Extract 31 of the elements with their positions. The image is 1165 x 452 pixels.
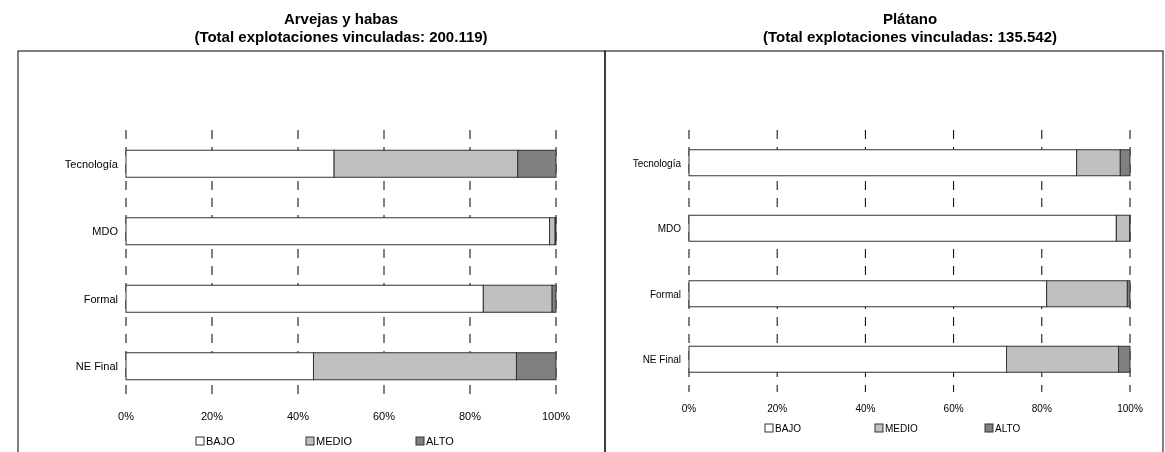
y-tick-label: MDO bbox=[657, 223, 682, 235]
y-tick-label: NE Final bbox=[75, 360, 118, 373]
legend-label: BAJO bbox=[206, 435, 236, 447]
x-tick-label: 20% bbox=[200, 410, 224, 422]
legend-label: BAJO bbox=[775, 423, 802, 434]
chart-title: Plátano bbox=[882, 10, 938, 27]
chart-subtitle: (Total explotaciones vinculadas: 135.542) bbox=[763, 28, 1057, 45]
bar bbox=[125, 217, 551, 246]
x-tick-label: 0% bbox=[681, 403, 697, 414]
chart-title: Arvejas y habas bbox=[283, 10, 399, 27]
x-tick-label: 40% bbox=[855, 403, 876, 414]
x-tick-label: 40% bbox=[286, 410, 310, 422]
x-tick-label: 100% bbox=[541, 410, 571, 422]
x-tick-label: 100% bbox=[1117, 403, 1143, 414]
x-tick-label: 60% bbox=[372, 410, 396, 422]
y-tick-label: MDO bbox=[92, 225, 119, 238]
y-tick-label: NE Final bbox=[642, 354, 681, 366]
y-tick-label: Formal bbox=[83, 292, 118, 305]
legend-label: ALTO bbox=[995, 423, 1021, 434]
y-tick-label: Tecnología bbox=[632, 157, 682, 169]
x-tick-label: 0% bbox=[118, 410, 135, 422]
chart-subtitle: (Total explotaciones vinculadas: 200.119) bbox=[194, 28, 488, 45]
legend-label: MEDIO bbox=[885, 423, 918, 434]
x-tick-label: 80% bbox=[458, 410, 482, 422]
x-tick-label: 60% bbox=[943, 403, 964, 414]
legend-label: ALTO bbox=[426, 435, 455, 447]
x-tick-label: 20% bbox=[767, 403, 788, 414]
y-tick-label: Formal bbox=[649, 288, 681, 300]
legend-label: MEDIO bbox=[316, 435, 353, 447]
x-tick-label: 80% bbox=[1031, 403, 1052, 414]
y-tick-label: Tecnología bbox=[64, 157, 119, 170]
